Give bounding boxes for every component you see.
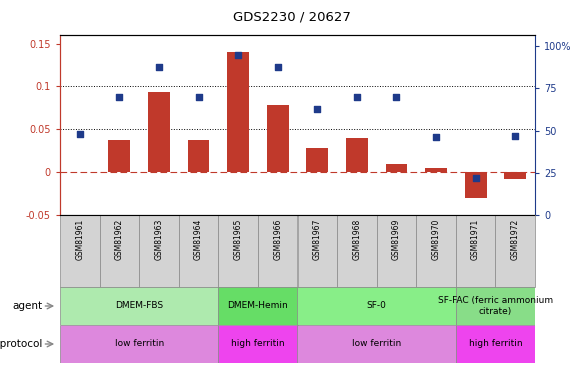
Point — [75, 131, 85, 137]
Point — [194, 94, 203, 100]
Point — [471, 175, 480, 181]
Point — [352, 94, 361, 100]
Bar — [307, 148, 328, 172]
Bar — [139, 215, 179, 287]
Bar — [377, 215, 416, 287]
Text: GSM81972: GSM81972 — [511, 219, 519, 260]
Text: GSM81968: GSM81968 — [352, 219, 361, 260]
Text: GSM81969: GSM81969 — [392, 219, 401, 260]
Bar — [456, 215, 496, 287]
Text: low ferritin: low ferritin — [114, 339, 164, 348]
Bar — [227, 52, 249, 172]
Bar — [179, 215, 218, 287]
Text: GSM81966: GSM81966 — [273, 219, 282, 260]
Bar — [60, 215, 100, 287]
Text: GSM81971: GSM81971 — [471, 219, 480, 260]
Bar — [465, 172, 486, 198]
Bar — [108, 140, 130, 172]
Point — [431, 134, 441, 140]
Bar — [496, 215, 535, 287]
Bar — [504, 172, 526, 179]
Point — [154, 63, 164, 69]
Text: GSM81964: GSM81964 — [194, 219, 203, 260]
Text: GSM81961: GSM81961 — [75, 219, 85, 260]
Bar — [346, 138, 368, 172]
Bar — [60, 287, 218, 325]
Bar — [425, 168, 447, 172]
Text: GSM81963: GSM81963 — [154, 219, 163, 260]
Bar — [258, 215, 297, 287]
Bar — [218, 215, 258, 287]
Text: GDS2230 / 20627: GDS2230 / 20627 — [233, 10, 350, 24]
Bar — [337, 215, 377, 287]
Bar — [297, 215, 337, 287]
Text: growth protocol: growth protocol — [0, 339, 43, 349]
Text: high ferritin: high ferritin — [469, 339, 522, 348]
Bar — [456, 325, 535, 363]
Text: GSM81962: GSM81962 — [115, 219, 124, 260]
Point — [511, 133, 520, 139]
Bar — [100, 215, 139, 287]
Point — [392, 94, 401, 100]
Bar — [218, 325, 297, 363]
Text: high ferritin: high ferritin — [231, 339, 285, 348]
Text: SF-0: SF-0 — [367, 302, 387, 310]
Bar — [297, 287, 456, 325]
Bar — [456, 287, 535, 325]
Point — [273, 63, 282, 69]
Bar — [188, 140, 209, 172]
Point — [233, 52, 243, 58]
Bar — [267, 105, 289, 172]
Text: GSM81970: GSM81970 — [431, 219, 441, 260]
Bar — [297, 325, 456, 363]
Bar — [385, 164, 408, 172]
Text: DMEM-FBS: DMEM-FBS — [115, 302, 163, 310]
Point — [115, 94, 124, 100]
Bar — [218, 287, 297, 325]
Point — [312, 106, 322, 112]
Bar — [60, 325, 218, 363]
Text: agent: agent — [12, 301, 43, 311]
Text: SF-FAC (ferric ammonium
citrate): SF-FAC (ferric ammonium citrate) — [438, 296, 553, 316]
Text: low ferritin: low ferritin — [352, 339, 401, 348]
Text: GSM81967: GSM81967 — [313, 219, 322, 260]
Text: GSM81965: GSM81965 — [234, 219, 243, 260]
Text: DMEM-Hemin: DMEM-Hemin — [227, 302, 288, 310]
Bar — [148, 92, 170, 172]
Bar — [416, 215, 456, 287]
